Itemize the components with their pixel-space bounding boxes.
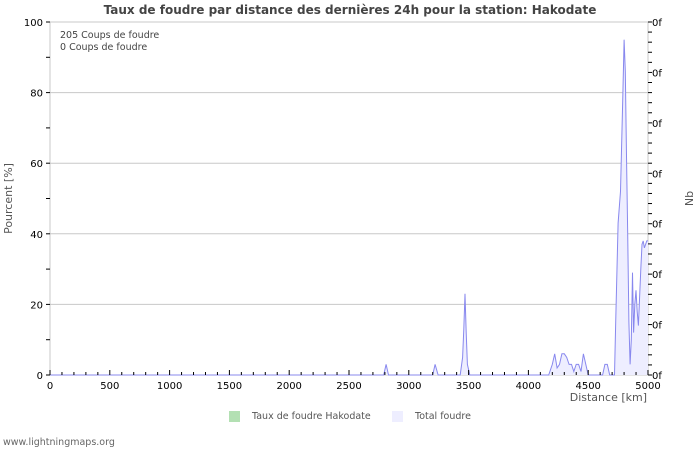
legend-label: Taux de foudre Hakodate — [252, 411, 371, 422]
x-axis-title: Distance [km] — [570, 391, 647, 404]
y2-tick-label: 0f — [652, 321, 662, 332]
x-tick-label: 1500 — [217, 381, 242, 392]
y-axis-title: Pourcent [%] — [2, 163, 15, 234]
x-tick-label: 2000 — [276, 381, 301, 392]
chart-title: Taux de foudre par distance des dernière… — [103, 3, 597, 17]
legend-item-total-foudre: Total foudre — [392, 411, 471, 422]
y2-tick-label: 0f — [652, 371, 662, 382]
x-tick-label: 3000 — [396, 381, 421, 392]
y-tick-label: 100 — [24, 18, 43, 29]
x-tick-label: 3500 — [456, 381, 481, 392]
legend-item-taux-hakodate: Taux de foudre Hakodate — [229, 411, 371, 422]
x-tick-label: 0 — [47, 381, 53, 392]
source-watermark: www.lightningmaps.org — [3, 437, 115, 448]
plot-frame — [49, 21, 649, 376]
total-foudre-line — [50, 39, 648, 376]
y-tick-label: 40 — [30, 230, 43, 241]
y2-tick-label: 0f — [652, 270, 662, 281]
x-tick-label: 5000 — [635, 381, 660, 392]
legend-swatch-green — [229, 411, 240, 422]
y-tick-label: 80 — [30, 89, 43, 100]
x-tick-label: 4000 — [516, 381, 541, 392]
y2-tick-label: 0f — [652, 68, 662, 79]
y2-tick-label: 0f — [652, 220, 662, 231]
y-tick-label: 0 — [37, 371, 43, 382]
info-line: 205 Coups de foudre — [60, 30, 159, 41]
x-tick-label: 2500 — [336, 381, 361, 392]
y2-tick-label: 0f — [652, 119, 662, 130]
y2-tick-label: 0f — [652, 169, 662, 180]
total-foudre-area — [50, 39, 648, 375]
x-tick-label: 500 — [100, 381, 119, 392]
legend-swatch-lavender — [392, 411, 403, 422]
info-line: 0 Coups de foudre — [60, 42, 147, 53]
x-tick-label: 1000 — [157, 381, 182, 392]
y2-axis-title: Nb — [683, 191, 696, 206]
x-tick-label: 4500 — [575, 381, 600, 392]
y-tick-label: 60 — [30, 159, 43, 170]
y-tick-label: 20 — [30, 300, 43, 311]
y2-tick-label: 0f — [652, 18, 662, 29]
legend-label: Total foudre — [415, 411, 471, 422]
